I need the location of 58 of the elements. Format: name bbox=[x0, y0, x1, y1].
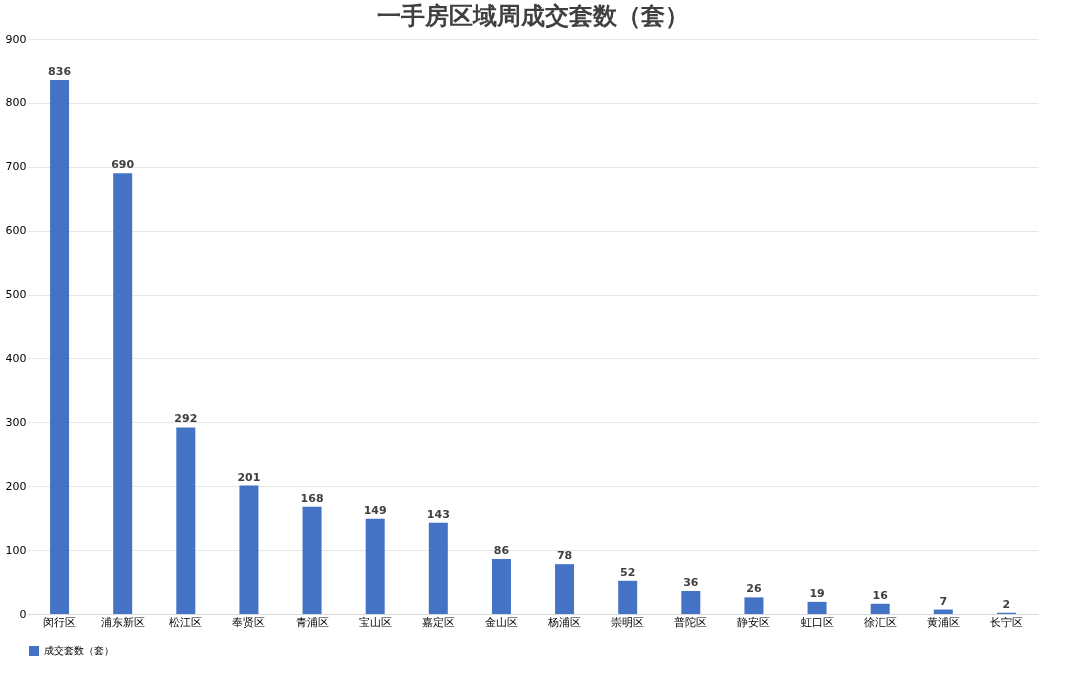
x-tick-label: 静安区 bbox=[737, 615, 771, 629]
x-tick-label: 宝山区 bbox=[358, 615, 392, 629]
x-tick-label: 浦东新区 bbox=[100, 615, 145, 629]
y-tick-label: 100 bbox=[5, 543, 27, 557]
x-tick-label: 嘉定区 bbox=[421, 615, 455, 629]
x-tick-label: 徐汇区 bbox=[863, 615, 897, 629]
x-tick-label: 虹口区 bbox=[800, 615, 834, 629]
y-tick-label: 400 bbox=[5, 351, 27, 365]
data-label: 86 bbox=[493, 544, 510, 558]
data-label: 143 bbox=[426, 507, 450, 521]
x-tick-label: 杨浦区 bbox=[547, 615, 582, 629]
data-label: 149 bbox=[363, 503, 387, 517]
data-label: 19 bbox=[809, 586, 825, 600]
data-label: 52 bbox=[620, 565, 636, 579]
bar bbox=[113, 173, 133, 614]
data-label: 292 bbox=[174, 412, 198, 426]
x-tick-label: 青浦区 bbox=[295, 615, 329, 629]
y-tick-label: 0 bbox=[19, 607, 27, 621]
data-label: 36 bbox=[683, 576, 699, 589]
x-tick-label: 长宁区 bbox=[989, 615, 1023, 629]
x-tick-label: 黄浦区 bbox=[926, 615, 960, 629]
bar bbox=[428, 522, 448, 614]
bar bbox=[681, 591, 701, 614]
bar bbox=[50, 79, 70, 614]
y-tick-label: 700 bbox=[5, 160, 27, 174]
data-label: 690 bbox=[111, 158, 135, 172]
x-tick-label: 松江区 bbox=[169, 615, 203, 629]
bar bbox=[365, 518, 385, 614]
y-tick-label: 300 bbox=[5, 415, 27, 429]
data-label: 7 bbox=[939, 594, 948, 608]
data-label: 2 bbox=[1002, 597, 1011, 611]
y-tick-label: 600 bbox=[5, 224, 27, 238]
y-tick-label: 200 bbox=[5, 479, 27, 493]
bar bbox=[807, 601, 827, 614]
y-tick-label: 800 bbox=[5, 96, 27, 110]
x-tick-label: 金山区 bbox=[484, 615, 518, 629]
x-tick-label: 闵行区 bbox=[43, 615, 77, 629]
x-tick-label: 普陀区 bbox=[674, 615, 708, 629]
bar bbox=[491, 559, 511, 614]
y-tick-label: 500 bbox=[5, 288, 27, 302]
bar bbox=[302, 506, 322, 614]
y-tick-label: 900 bbox=[5, 32, 27, 46]
legend-label: 成交套数（套） bbox=[44, 645, 114, 656]
data-label: 16 bbox=[872, 588, 889, 602]
bar bbox=[618, 580, 638, 614]
chart-title: 一手房区域周成交套数（套） bbox=[377, 2, 689, 30]
bar bbox=[239, 485, 259, 614]
bar bbox=[870, 603, 890, 614]
x-tick-label: 崇明区 bbox=[611, 615, 645, 629]
data-label: 836 bbox=[48, 64, 72, 78]
data-label: 168 bbox=[300, 491, 324, 505]
x-tick-label: 奉贤区 bbox=[232, 615, 266, 629]
bar bbox=[744, 597, 764, 614]
bar bbox=[555, 564, 575, 614]
bar bbox=[176, 427, 196, 614]
data-label: 26 bbox=[746, 582, 762, 596]
data-label: 201 bbox=[237, 470, 261, 484]
data-label: 78 bbox=[556, 549, 573, 563]
